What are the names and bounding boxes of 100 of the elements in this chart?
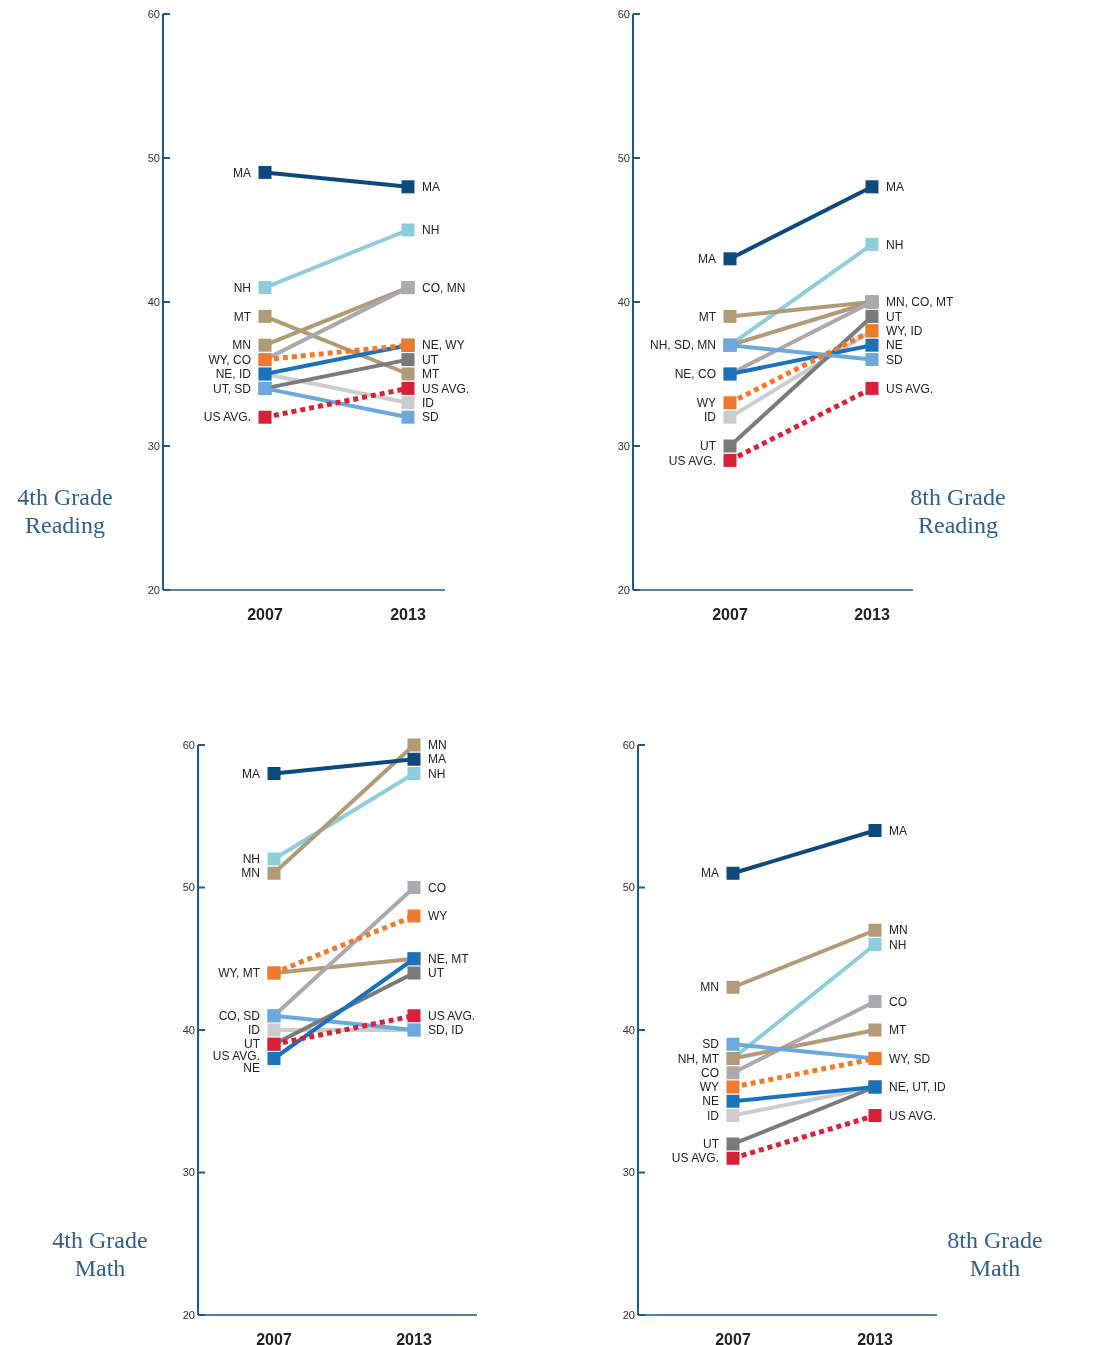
annotation: MN xyxy=(700,980,719,995)
annotation: US AVG. xyxy=(886,381,934,396)
text: 8th Grade Reading xyxy=(910,484,1006,538)
annotation: WY, ID xyxy=(886,324,923,338)
y-tick-label: 30 xyxy=(182,1166,195,1179)
annotation: NH xyxy=(422,223,440,238)
annotation: WY xyxy=(699,1080,719,1095)
annotation: US AVG. xyxy=(668,453,716,468)
y-tick-label: 60 xyxy=(147,7,160,20)
y-tick-label: 60 xyxy=(622,738,635,751)
y-tick-label: 50 xyxy=(622,881,635,894)
annotation: NH xyxy=(886,237,904,252)
annotation: US AVG. xyxy=(889,1108,937,1123)
y-tick-label: 30 xyxy=(622,1166,635,1179)
annotation: NH xyxy=(233,280,251,295)
annotation: US AVG. xyxy=(212,1049,260,1064)
annotation: UT xyxy=(886,309,903,324)
annotation: SD xyxy=(702,1037,720,1052)
annotation: MN xyxy=(428,738,447,753)
annotation: UT xyxy=(428,966,445,981)
y-tick-label: 30 xyxy=(617,439,630,452)
text: 4th Grade Reading xyxy=(17,484,113,538)
annotation: WY xyxy=(428,909,448,924)
text: 4th Grade Math xyxy=(52,1227,148,1281)
y-tick-label: 20 xyxy=(617,583,630,596)
annotation: NH, SD, MN xyxy=(650,338,716,353)
annotation: SD, ID xyxy=(428,1023,464,1038)
annotation: CO xyxy=(701,1065,719,1080)
x-tick-label: 2007 xyxy=(247,606,283,623)
y-tick-label: 40 xyxy=(622,1023,635,1036)
annotation: MA xyxy=(889,823,907,838)
y-tick-label: 50 xyxy=(617,151,630,164)
y-tick-label: 60 xyxy=(182,738,195,751)
annotation: US AVG. xyxy=(203,410,251,425)
annotation: NH xyxy=(889,937,907,952)
annotation: WY, MT xyxy=(218,966,261,981)
annotation: NH xyxy=(428,766,446,781)
annotation: MN xyxy=(232,338,251,353)
annotation: MA xyxy=(698,252,716,266)
annotation: UT xyxy=(244,1037,261,1052)
annotation: NE, MT xyxy=(428,951,470,966)
annotation: ID xyxy=(704,410,717,425)
annotation: ID xyxy=(707,1108,720,1123)
y-tick-label: 30 xyxy=(147,439,160,452)
y-tick-label: 60 xyxy=(617,7,630,20)
y-tick-label: 20 xyxy=(622,1308,635,1321)
annotation: SD xyxy=(422,410,439,425)
x-tick-label: 2007 xyxy=(712,606,748,623)
annotation: SD xyxy=(886,352,903,367)
y-tick-label: 40 xyxy=(182,1023,195,1036)
x-tick-label: 2007 xyxy=(256,1331,292,1345)
annotation: UT xyxy=(700,439,717,454)
annotation: MA xyxy=(701,866,719,881)
annotation: ID xyxy=(248,1023,261,1038)
annotation: NE, ID xyxy=(215,367,252,382)
annotation: CO xyxy=(889,994,907,1009)
y-tick-label: 40 xyxy=(617,295,630,308)
annotation: MN xyxy=(889,923,908,938)
annotation: MT xyxy=(233,309,252,324)
x-tick-label: 2013 xyxy=(857,1331,893,1345)
y-tick-label: 50 xyxy=(182,881,195,894)
x-tick-label: 2013 xyxy=(390,606,426,623)
annotation: NE, UT, ID xyxy=(889,1080,947,1095)
annotation: NH, MT xyxy=(677,1051,720,1066)
annotation: MT xyxy=(889,1023,907,1038)
text: 8th Grade Math xyxy=(947,1227,1043,1281)
annotation: WY, CO xyxy=(208,352,251,367)
annotation: UT, SD xyxy=(212,381,252,396)
annotation: MA xyxy=(422,180,440,194)
annotation: NH xyxy=(242,852,260,867)
annotation: ID xyxy=(422,396,435,410)
annotation: US AVG. xyxy=(671,1151,719,1166)
annotation: US AVG. xyxy=(422,381,470,396)
annotation: MA xyxy=(233,165,251,180)
annotation: CO, SD xyxy=(218,1008,261,1023)
x-tick-label: 2013 xyxy=(396,1331,432,1345)
annotation: UT xyxy=(703,1137,720,1152)
annotation: US AVG. xyxy=(428,1008,476,1023)
annotation: NE, WY xyxy=(422,338,465,353)
annotation: MN, CO, MT xyxy=(886,295,954,310)
x-tick-label: 2013 xyxy=(854,606,890,623)
annotation: MA xyxy=(428,752,446,767)
annotation: NE, CO xyxy=(674,367,716,382)
annotation: WY, SD xyxy=(889,1051,931,1066)
annotation: WY xyxy=(696,396,716,410)
annotation: MA xyxy=(242,766,260,781)
annotation: MT xyxy=(698,309,717,324)
annotation: MT xyxy=(422,367,440,382)
annotation: CO xyxy=(428,880,446,895)
annotation: MN xyxy=(241,866,260,881)
annotation: MA xyxy=(886,180,904,194)
annotation: NE xyxy=(886,338,903,353)
x-tick-label: 2007 xyxy=(715,1331,751,1345)
y-tick-label: 50 xyxy=(147,151,160,164)
annotation: UT xyxy=(422,352,439,367)
y-tick-label: 20 xyxy=(147,583,160,596)
y-tick-label: 40 xyxy=(147,295,160,308)
annotation: NE xyxy=(243,1061,260,1076)
y-tick-label: 20 xyxy=(182,1308,195,1321)
annotation: NE xyxy=(702,1094,719,1109)
